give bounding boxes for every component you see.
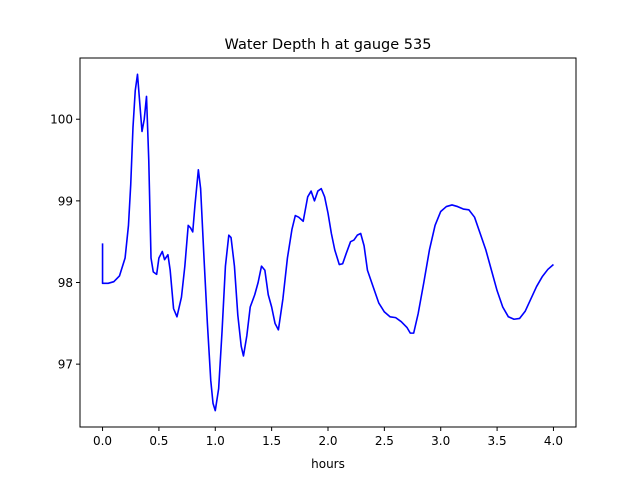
- x-tick-label: 3.5: [488, 434, 507, 448]
- chart-title: Water Depth h at gauge 535: [225, 37, 432, 53]
- x-tick-label: 3.0: [431, 434, 450, 448]
- x-axis: 0.0 0.5 1.0 1.5 2.0 2.5 3.0 3.5 4.0: [93, 427, 563, 448]
- x-tick-label: 2.0: [318, 434, 337, 448]
- y-tick-label: 100: [50, 113, 73, 127]
- x-tick-label: 4.0: [544, 434, 563, 448]
- x-tick-label: 0.5: [149, 434, 168, 448]
- x-tick-label: 1.0: [206, 434, 225, 448]
- y-tick-label: 99: [58, 194, 73, 208]
- plot-area: [101, 73, 554, 412]
- x-tick-label: 1.5: [262, 434, 281, 448]
- y-tick-label: 97: [58, 358, 73, 372]
- x-tick-label: 0.0: [93, 434, 112, 448]
- series-line-0: [101, 73, 554, 412]
- y-tick-label: 98: [58, 276, 73, 290]
- x-tick-label: 2.5: [375, 434, 394, 448]
- plot-frame: [79, 57, 577, 428]
- y-axis: 97 98 99 100: [50, 113, 80, 372]
- x-axis-label: hours: [311, 457, 345, 471]
